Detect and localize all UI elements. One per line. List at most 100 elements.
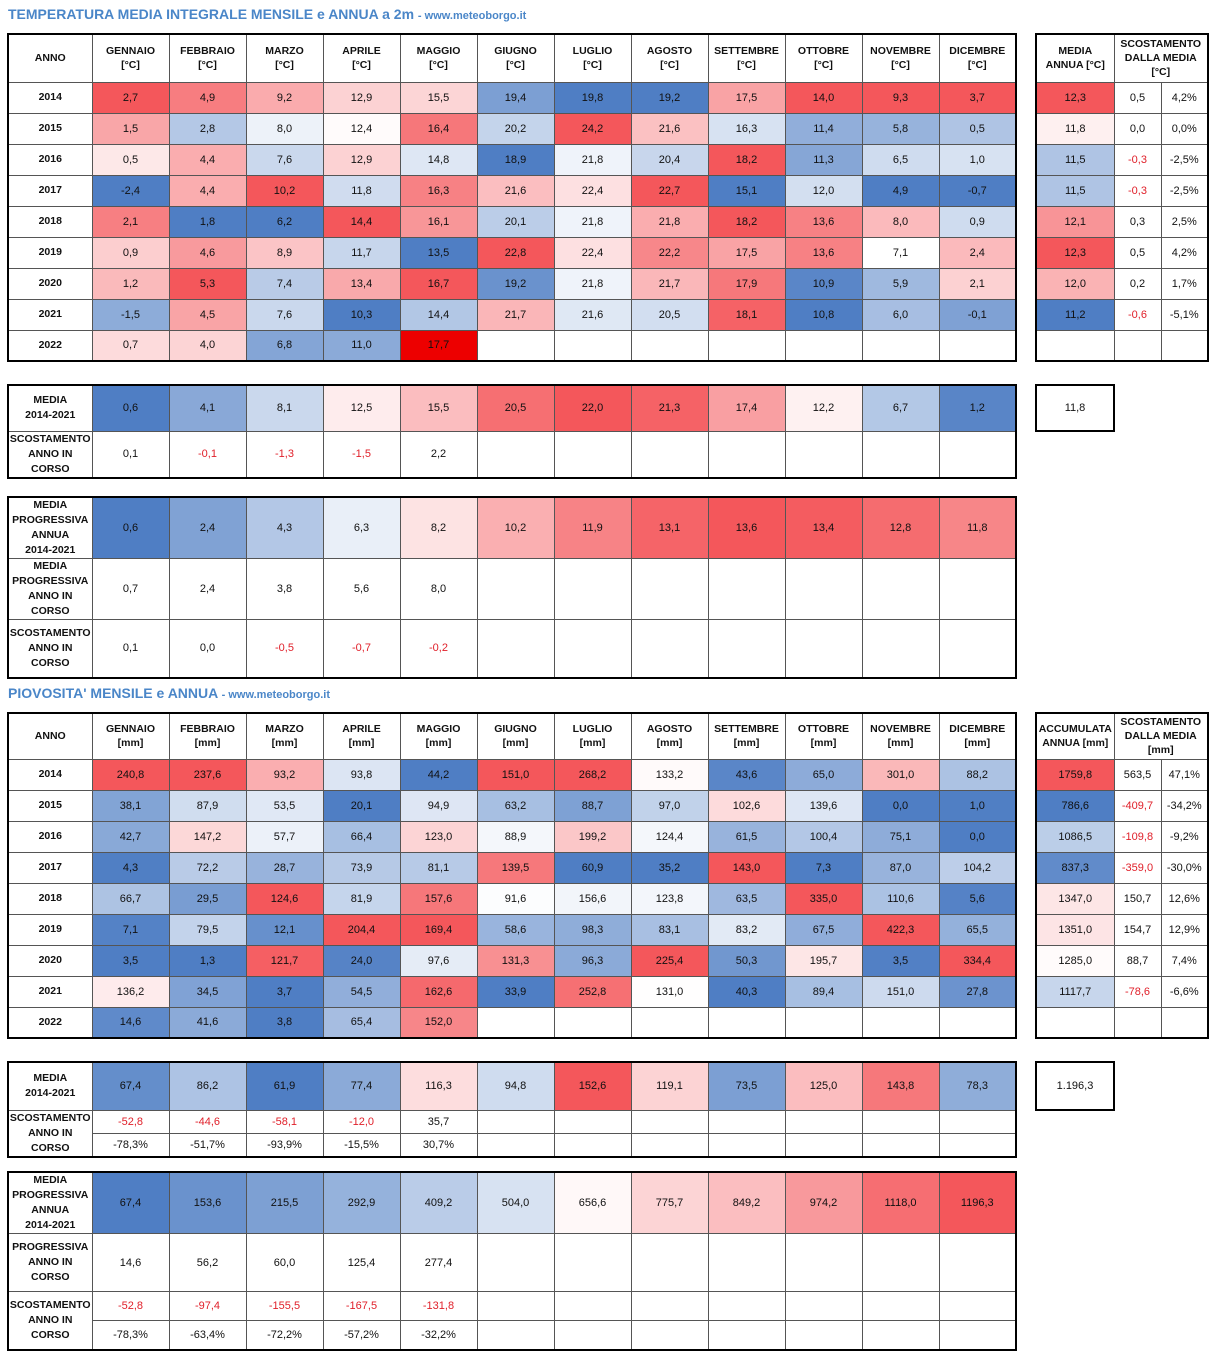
temp-prog-anno-value — [938, 558, 1017, 620]
rain-value-cell: 67,5 — [784, 913, 863, 946]
rain-value-cell: 3,5 — [861, 944, 940, 977]
rain-value-cell: 152,0 — [399, 1006, 478, 1039]
temp-prog-scost-value: 0,1 — [91, 619, 170, 678]
temp-annual-value: 12,0 — [1035, 267, 1115, 300]
temp-header-5: MAGGIO [°C] — [399, 33, 478, 83]
temp-value-cell: 7,6 — [245, 143, 324, 176]
rain-media-value: 86,2 — [168, 1061, 247, 1111]
temp-row-2015: 2015 1,5 2,8 8,0 12,4 16,4 20,2 24,2 21,6 16,3 11,… — [7, 112, 1017, 145]
temp-value-cell: 14,8 — [399, 143, 478, 176]
temp-media-value: 6,7 — [861, 384, 940, 432]
rain-value-cell: 335,0 — [784, 882, 863, 915]
temp-media-box-row: 11,8 — [1035, 384, 1115, 432]
rain-scost-pct: 30,7% — [399, 1132, 478, 1158]
temp-value-cell: 16,3 — [707, 112, 786, 145]
rain-row-2016: 2016 42,7 147,2 57,7 66,4 123,0 88,9 199,2 124,4… — [7, 820, 1017, 853]
rain-year-label: 2016 — [7, 820, 93, 853]
temp-value-cell: 4,5 — [168, 298, 247, 331]
rain-prog-scost-pct — [553, 1320, 632, 1350]
rain-scost-value: -44,6 — [168, 1109, 247, 1134]
rain-value-cell: 169,4 — [399, 913, 478, 946]
temp-value-cell: 1,2 — [91, 267, 170, 300]
temp-value-cell — [476, 329, 555, 362]
temp-value-cell: 13,6 — [784, 205, 863, 238]
temp-year-label: 2017 — [7, 174, 93, 207]
rain-annual-row: 1117,7 -78,6 -6,6% — [1035, 975, 1209, 1008]
rain-prog-scost-pct — [938, 1320, 1017, 1350]
rain-prog-anno-value: 56,2 — [168, 1233, 247, 1292]
rain-year-label: 2021 — [7, 975, 93, 1008]
temp-progressive-table: MEDIA PROGRESSIVA ANNUA 2014-2021 0,6 2,4 4… — [7, 496, 1017, 679]
temp-year-label: 2019 — [7, 236, 93, 269]
temp-value-cell: 13,5 — [399, 236, 478, 269]
rain-media-row: MEDIA 2014-2021 67,4 86,2 61,9 77,4 116,3 94,8… — [7, 1061, 1017, 1111]
temp-value-cell: 2,1 — [91, 205, 170, 238]
rain-value-cell: 7,1 — [91, 913, 170, 946]
rain-value-cell: 43,6 — [707, 758, 786, 791]
rain-value-cell — [938, 1006, 1017, 1039]
rain-prog-scost-value — [476, 1291, 555, 1321]
rain-media-label: MEDIA 2014-2021 — [7, 1061, 93, 1111]
temp-annual-table: MEDIA ANNUA [°C] SCOSTAMENTO DALLA MEDIA … — [1035, 33, 1210, 362]
temp-value-cell: 16,1 — [399, 205, 478, 238]
temp-value-cell: 21,8 — [553, 205, 632, 238]
rain-value-cell: 5,6 — [938, 882, 1017, 915]
temp-prog-scost-value — [938, 619, 1017, 678]
rain-annual-header-row: ACCUMULATA ANNUA [mm] SCOSTAMENTO DALLA M… — [1035, 712, 1209, 760]
temp-header-4: APRILE [°C] — [322, 33, 401, 83]
rain-scost-pct — [630, 1132, 709, 1158]
rain-annual-row: 1285,0 88,7 7,4% — [1035, 944, 1209, 977]
rain-deviation-pct: -9,2% — [1160, 820, 1209, 853]
temp-value-cell: 12,9 — [322, 143, 401, 176]
rain-prog-scost-value — [784, 1291, 863, 1321]
rain-annual-value: 837,3 — [1035, 851, 1115, 884]
temp-prog-anno-value — [476, 558, 555, 620]
temp-prog-scost-value: -0,5 — [245, 619, 324, 678]
temp-value-cell: 21,8 — [630, 205, 709, 238]
rain-value-cell: 131,3 — [476, 944, 555, 977]
rain-value-cell: 79,5 — [168, 913, 247, 946]
temp-scost-value: -1,3 — [245, 430, 324, 478]
temp-annual-row: 11,5 -0,3 -2,5% — [1035, 174, 1209, 207]
rain-value-cell: 156,6 — [553, 882, 632, 915]
temp-annual-value: 12,1 — [1035, 205, 1115, 238]
temp-title-site: - www.meteoborgo.it — [417, 10, 527, 22]
temp-header-2: FEBBRAIO [°C] — [168, 33, 247, 83]
rain-prog-scost-value: -167,5 — [322, 1291, 401, 1321]
rain-value-cell: 139,5 — [476, 851, 555, 884]
rain-value-cell: 50,3 — [707, 944, 786, 977]
temp-media-value: 12,5 — [322, 384, 401, 432]
temp-value-cell: 12,4 — [322, 112, 401, 145]
rain-value-cell: 157,6 — [399, 882, 478, 915]
temp-value-cell: 21,6 — [553, 298, 632, 331]
temp-value-cell: 22,7 — [630, 174, 709, 207]
rain-annual-value: 1347,0 — [1035, 882, 1115, 915]
temp-value-cell: 1,5 — [91, 112, 170, 145]
rain-value-cell: 7,3 — [784, 851, 863, 884]
temp-scost-label: SCOSTAMENTO ANNO IN CORSO — [7, 430, 93, 478]
rain-media-value: 152,6 — [553, 1061, 632, 1111]
temp-deviation-pct: -5,1% — [1160, 298, 1209, 331]
temp-annual-value: 12,3 — [1035, 81, 1115, 114]
rain-scost-value: 35,7 — [399, 1109, 478, 1134]
rain-media-value: 143,8 — [861, 1061, 940, 1111]
rain-scost-value — [630, 1109, 709, 1134]
temp-annual-row: 12,0 0,2 1,7% — [1035, 267, 1209, 300]
temp-value-cell: 6,2 — [245, 205, 324, 238]
rain-prog-scost-value: -97,4 — [168, 1291, 247, 1321]
temp-value-cell: 19,8 — [553, 81, 632, 114]
temp-annual-value — [1035, 329, 1115, 362]
temp-prog-media-value: 11,8 — [938, 496, 1017, 559]
rain-header-0: ANNO — [7, 712, 93, 760]
temp-prog-media-value: 2,4 — [168, 496, 247, 559]
rain-prog-media-row: MEDIA PROGRESSIVA ANNUA 2014-2021 67,4 153… — [7, 1171, 1017, 1234]
temp-value-cell: 0,5 — [938, 112, 1017, 145]
rain-header-6: GIUGNO [mm] — [476, 712, 555, 760]
rain-year-label: 2019 — [7, 913, 93, 946]
temp-scost-value — [553, 430, 632, 478]
rain-value-cell: 98,3 — [553, 913, 632, 946]
temp-value-cell: 11,0 — [322, 329, 401, 362]
rain-media-box-row: 1.196,3 — [1035, 1061, 1115, 1111]
temp-value-cell: 21,8 — [553, 267, 632, 300]
rain-prog-anno-value: 14,6 — [91, 1233, 170, 1292]
